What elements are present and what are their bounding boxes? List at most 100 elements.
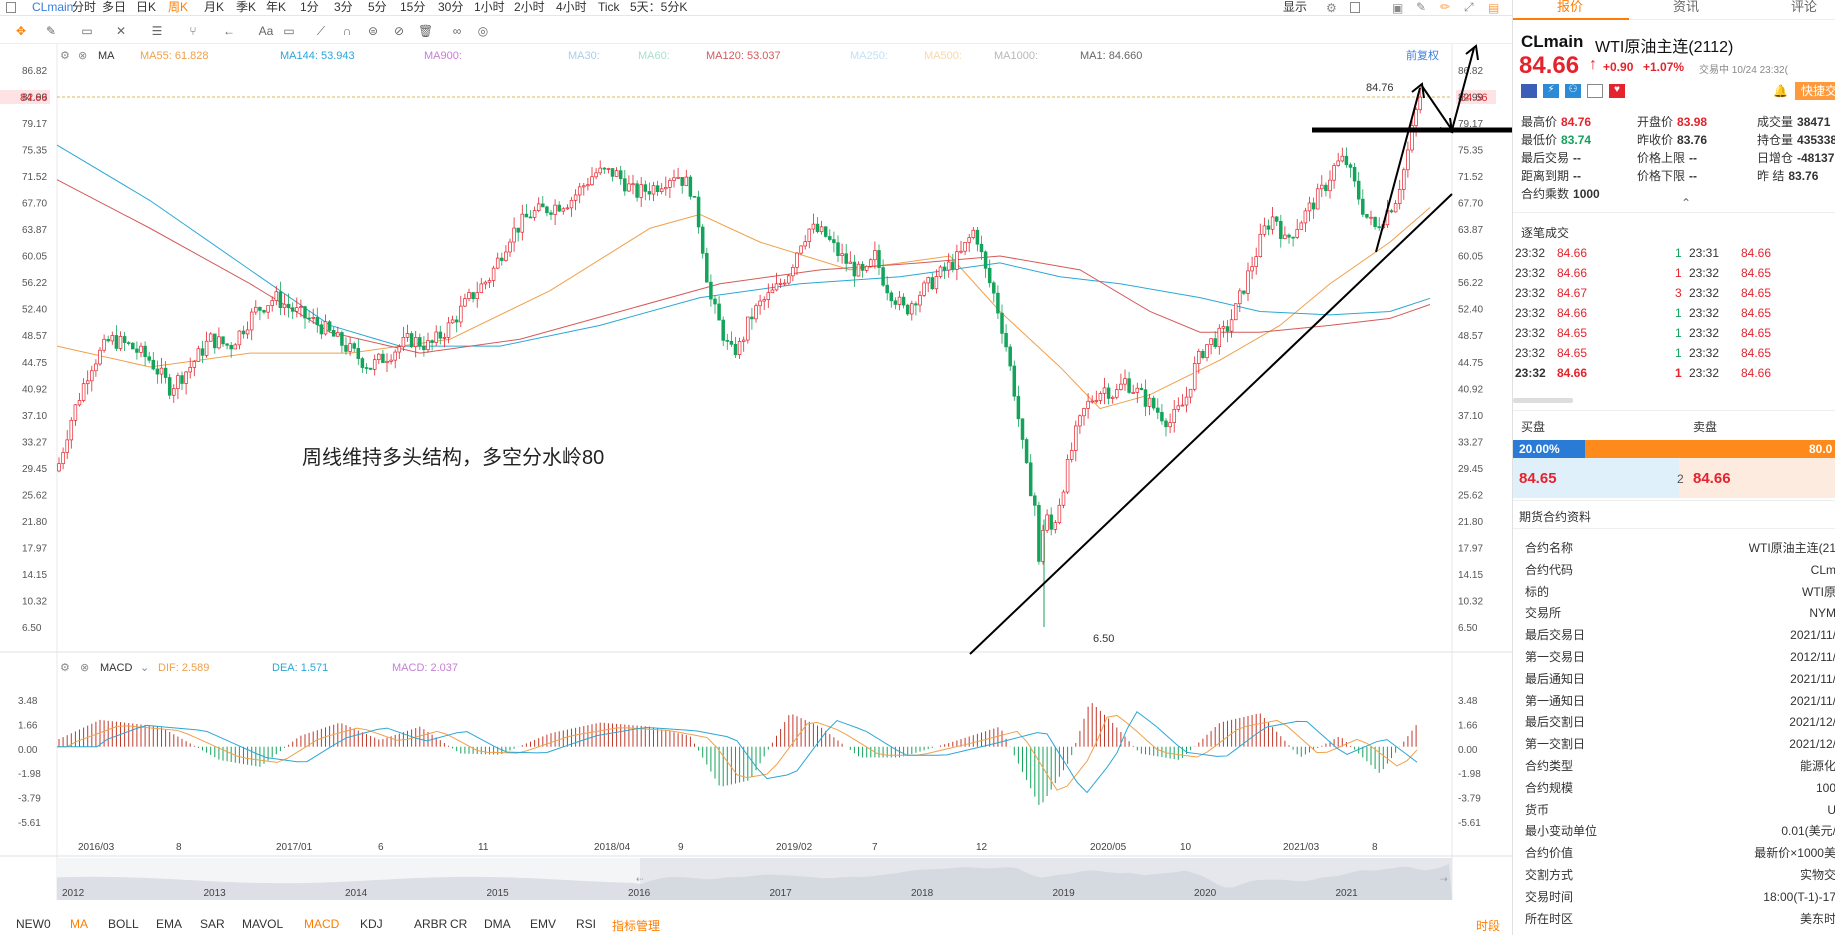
indicator-1[interactable]: MA (70, 917, 88, 931)
timeframe-5[interactable]: 季K (236, 0, 257, 14)
kline-chart[interactable]: ⚙ ⊗ MA MA55: 61.828 MA144: 53.943 MA900:… (0, 44, 1512, 935)
flag-icon[interactable] (1521, 84, 1537, 98)
adjust-label[interactable]: 前复权 (1406, 48, 1439, 62)
timeframe-14[interactable]: 4小时 (556, 0, 587, 14)
tab-comments[interactable]: 评论 (1791, 0, 1818, 14)
timeframe-3[interactable]: 周K (168, 0, 189, 14)
text-icon[interactable]: Aa (258, 24, 274, 38)
timeframe-16[interactable]: 5天：5分K (630, 0, 688, 14)
analysis-annotation[interactable]: 周线维持多头结构，多空分水岭80 (302, 446, 604, 469)
ask-price[interactable]: 84.66 (1693, 470, 1731, 487)
timeframe-6[interactable]: 年K (266, 0, 287, 14)
indicator-6[interactable]: MACD (304, 917, 340, 931)
camera-icon[interactable]: ▣ (1392, 1, 1404, 15)
indicator-8[interactable]: ARBR (414, 917, 448, 931)
comment-icon[interactable]: ▭ (283, 24, 295, 38)
macd-tick-right: 1.66 (1458, 720, 1478, 731)
pencil-icon[interactable]: ✏ (1440, 0, 1451, 14)
timeframe-7[interactable]: 1分 (300, 0, 319, 14)
arrow-left-icon[interactable]: ← (223, 24, 235, 38)
display-menu[interactable]: 显示 (1283, 0, 1308, 14)
arrow-down-line[interactable] (1421, 85, 1453, 131)
gear-icon[interactable]: ⚙ (1326, 1, 1337, 15)
indicator-7[interactable]: KDJ (360, 917, 383, 931)
trade-price: 84.65 (1557, 326, 1588, 340)
panel-icon[interactable] (6, 2, 16, 13)
chevron-down-icon[interactable]: ⌄ (140, 662, 149, 674)
crosshair-icon[interactable]: ✥ (15, 24, 27, 38)
timeframe-9[interactable]: 5分 (368, 0, 387, 14)
layout-icon[interactable] (1350, 2, 1360, 13)
heart-icon[interactable]: ♥ (1609, 84, 1625, 98)
bid-price[interactable]: 84.65 (1519, 470, 1557, 487)
bookmark-icon[interactable]: ▤ (1488, 1, 1500, 15)
trendline-support[interactable] (969, 193, 1453, 655)
close-icon[interactable]: ⊗ (78, 50, 87, 62)
bell-icon[interactable]: 🔔 (1773, 84, 1788, 98)
link-icon[interactable]: ∞ (452, 24, 462, 38)
session-button[interactable]: 时段 (1476, 919, 1501, 933)
cross-icon[interactable]: ✕ (115, 24, 127, 38)
candle-body (832, 239, 836, 244)
indicator-11[interactable]: EMV (530, 917, 557, 931)
lines-icon[interactable]: ☰ (151, 24, 163, 38)
lock-icon[interactable]: ⊜ (367, 24, 379, 38)
eye-icon[interactable]: ◎ (477, 24, 489, 38)
overview-handle-right[interactable]: ⇢ (1440, 874, 1448, 884)
kline-svg[interactable]: ⚙ ⊗ MA MA55: 61.828 MA144: 53.943 MA900:… (0, 44, 1512, 935)
timeframe-13[interactable]: 2小时 (514, 0, 545, 14)
brush-icon[interactable]: ✎ (45, 24, 57, 38)
hide-icon[interactable]: ⊘ (393, 24, 405, 38)
magnet-icon[interactable]: ∩ (342, 24, 352, 38)
arrow-up-line[interactable] (1375, 87, 1421, 253)
lightning-icon[interactable]: ⚡ (1543, 84, 1559, 98)
quote-key: 持仓量 (1757, 133, 1794, 147)
candle-body (1279, 221, 1283, 239)
person-icon[interactable]: ⚇ (1565, 84, 1581, 98)
overview-year: 2017 (770, 888, 793, 899)
user-drawings[interactable] (969, 44, 1512, 655)
gear-icon[interactable]: ⚙ (60, 50, 70, 62)
close-icon[interactable]: ⊗ (80, 662, 89, 674)
timeframe-0[interactable]: 分时 (72, 0, 97, 14)
rect-icon[interactable]: ▭ (81, 24, 93, 38)
timeframe-1[interactable]: 多日 (102, 0, 127, 14)
timeframe-11[interactable]: 30分 (438, 0, 464, 14)
indicator-12[interactable]: RSI (576, 917, 597, 931)
indicator-10[interactable]: DMA (484, 917, 511, 931)
indicator-9[interactable]: CR (450, 917, 468, 931)
collapse-icon[interactable]: ⌃ (1681, 196, 1692, 210)
timeframe-4[interactable]: 月K (204, 0, 225, 14)
doc-icon[interactable] (1587, 84, 1603, 98)
tab-news[interactable]: 资讯 (1673, 0, 1700, 14)
indicator-2[interactable]: BOLL (108, 917, 139, 931)
quick-trade-button[interactable]: 快捷交 (1795, 82, 1835, 100)
candle-body (577, 186, 582, 196)
fork-icon[interactable]: ⑂ (189, 24, 197, 38)
timeframe-2[interactable]: 日K (136, 0, 157, 14)
timeframe-12[interactable]: 1小时 (474, 0, 505, 14)
overview-handle-left[interactable]: ⇠ (636, 874, 644, 884)
indicator-4[interactable]: SAR (200, 917, 225, 931)
indicator-0[interactable]: NEW0 (16, 917, 51, 931)
candle-body (717, 303, 721, 321)
tab-quote[interactable]: 报价 (1557, 0, 1584, 14)
trash-icon[interactable]: 🗑 (418, 24, 434, 38)
overview-window[interactable] (640, 858, 1452, 900)
symbol-label[interactable]: CLmain (32, 0, 74, 14)
macd-type-label[interactable]: MACD (100, 662, 132, 674)
timeframe-10[interactable]: 15分 (400, 0, 426, 14)
timeframe-15[interactable]: Tick (598, 0, 620, 14)
candle-body (1320, 184, 1324, 190)
gear-icon[interactable]: ⚙ (60, 662, 70, 674)
indicator-13[interactable]: 指标管理 (612, 919, 661, 933)
arrow-up-line-2[interactable] (1451, 47, 1475, 131)
edit-icon[interactable]: ✎ (1416, 0, 1427, 14)
timeframe-8[interactable]: 3分 (334, 0, 353, 14)
indicator-5[interactable]: MAVOL (242, 917, 284, 931)
ruler-icon[interactable]: ⟋ (316, 24, 326, 38)
ma-type-label[interactable]: MA (98, 50, 115, 62)
fullscreen-icon[interactable]: ⤢ (1464, 0, 1474, 14)
trades-scrollbar[interactable] (1513, 398, 1573, 403)
indicator-3[interactable]: EMA (156, 917, 183, 931)
